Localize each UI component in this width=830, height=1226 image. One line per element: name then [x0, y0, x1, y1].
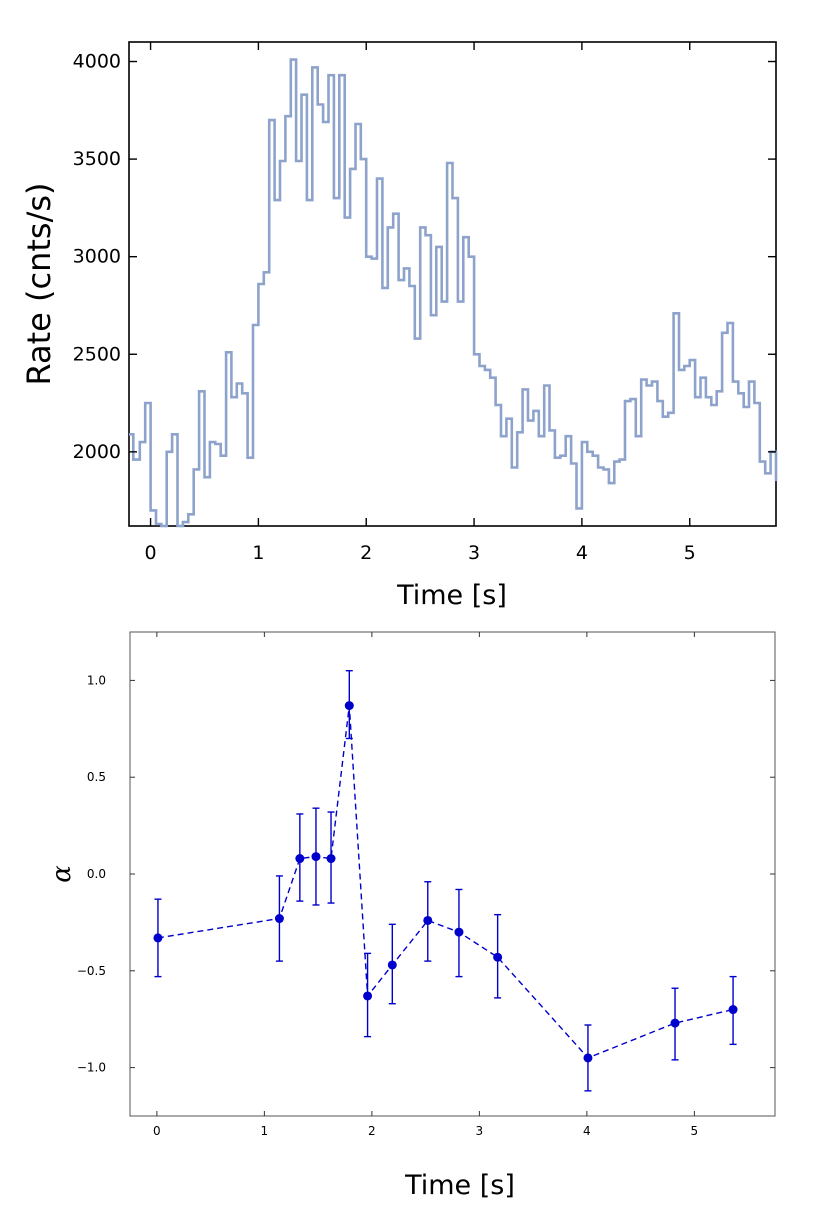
- y-axis-label: α: [47, 865, 77, 883]
- plot-frame: [129, 631, 776, 1117]
- data-point: [153, 933, 163, 943]
- y-tick-label: 2000: [73, 441, 121, 463]
- x-tick-label: 0: [153, 1124, 161, 1138]
- light-curve-panel: 0 1 2 3 4 5 2000 2500 3000 3500 4000 Time [s] Rat…: [20, 41, 778, 611]
- spectral-index-panel: 0 1 2 3 4 5 1.0 0.5 0.0 −0.5 −1.0 Time [s] α: [47, 631, 776, 1201]
- x-tick-label: 4: [576, 542, 588, 564]
- rate-step-series: [129, 58, 778, 528]
- x-tick-label: 2: [368, 1124, 376, 1138]
- y-axis-ticks: 1.0 0.5 0.0 −0.5 −1.0: [77, 673, 775, 1075]
- alpha-dashed-line: [157, 705, 734, 1059]
- y-axis-label: Rate (cnts/s): [20, 182, 58, 385]
- x-axis-label: Time [s]: [404, 1170, 515, 1201]
- data-point: [583, 1053, 593, 1063]
- data-point: [344, 701, 354, 711]
- x-tick-label: 2: [360, 542, 372, 564]
- rate-step-line: [129, 58, 778, 528]
- y-axis-ticks: 2000 2500 3000 3500 4000: [73, 51, 776, 463]
- data-point: [493, 952, 503, 962]
- plot-frame: [128, 41, 777, 527]
- data-point: [326, 854, 336, 864]
- x-axis-ticks: 0 1 2 3 4 5: [153, 632, 698, 1138]
- data-point: [274, 914, 284, 924]
- y-tick-label: 0.0: [87, 867, 106, 881]
- y-tick-label: 2500: [73, 343, 121, 365]
- x-axis-ticks: 0 1 2 3 4 5: [145, 42, 696, 564]
- x-tick-label: 1: [252, 542, 264, 564]
- data-point: [670, 1018, 680, 1028]
- data-point: [363, 991, 373, 1001]
- data-point: [295, 854, 305, 864]
- y-tick-label: 1.0: [87, 673, 106, 687]
- data-point: [311, 852, 321, 862]
- y-tick-label: 0.5: [87, 770, 106, 784]
- data-point: [728, 1005, 738, 1015]
- y-tick-label: 3500: [73, 148, 121, 170]
- x-tick-label: 3: [468, 542, 480, 564]
- x-tick-label: 4: [583, 1124, 591, 1138]
- x-axis-label: Time [s]: [396, 580, 507, 611]
- y-tick-label: −0.5: [77, 964, 106, 978]
- data-point: [423, 915, 433, 925]
- y-tick-label: −1.0: [77, 1061, 106, 1075]
- y-tick-label: 3000: [73, 246, 121, 268]
- y-tick-label: 4000: [73, 51, 121, 73]
- x-tick-label: 3: [476, 1124, 484, 1138]
- x-tick-label: 0: [145, 542, 157, 564]
- x-tick-label: 1: [261, 1124, 269, 1138]
- x-tick-label: 5: [691, 1124, 699, 1138]
- x-tick-label: 5: [684, 542, 696, 564]
- data-point: [387, 960, 397, 970]
- alpha-series: [153, 670, 738, 1092]
- data-point: [454, 927, 464, 937]
